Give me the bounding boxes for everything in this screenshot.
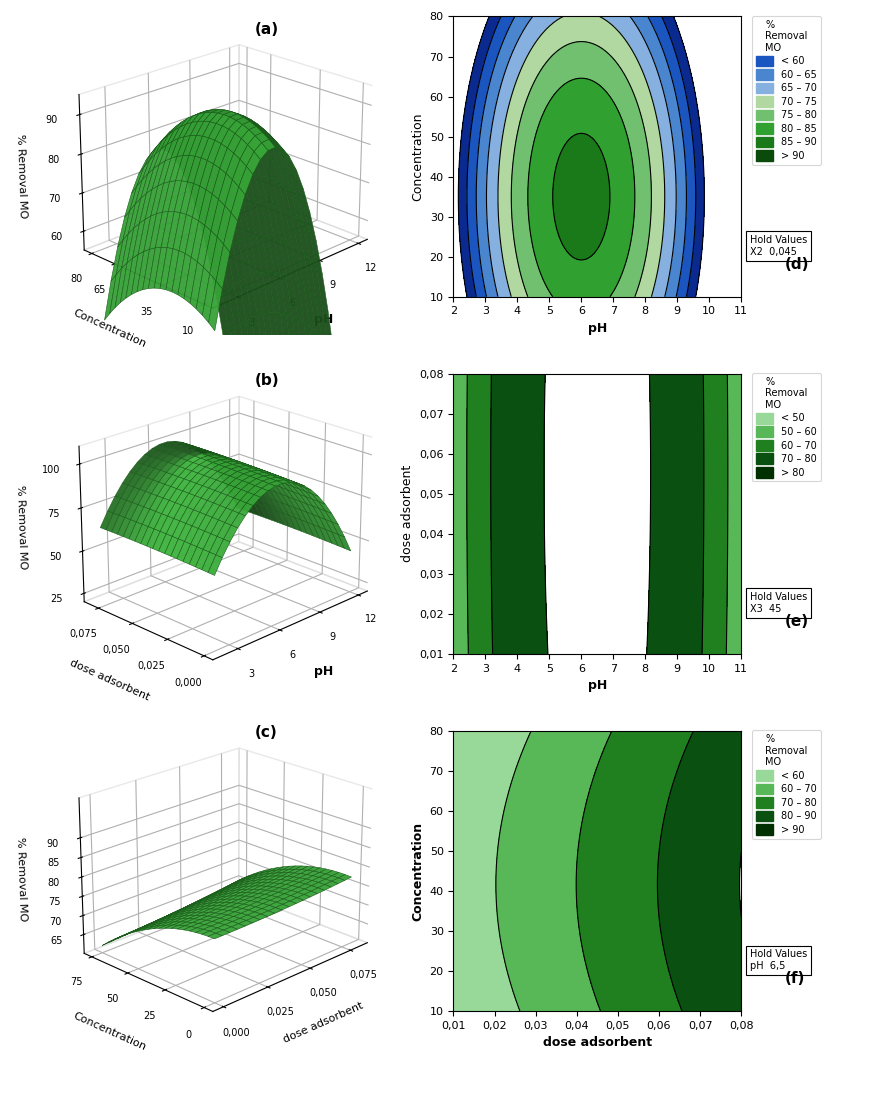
Legend: < 60, 60 – 70, 70 – 80, 80 – 90, > 90: < 60, 60 – 70, 70 – 80, 80 – 90, > 90 xyxy=(752,730,821,839)
X-axis label: pH: pH xyxy=(588,679,607,692)
X-axis label: pH: pH xyxy=(588,322,607,335)
Text: (f): (f) xyxy=(785,972,805,986)
Text: (a): (a) xyxy=(255,22,279,36)
Y-axis label: dose adsorbent: dose adsorbent xyxy=(68,657,151,702)
Y-axis label: Concentration: Concentration xyxy=(411,112,424,201)
Text: Hold Values
X2  0,045: Hold Values X2 0,045 xyxy=(750,235,807,257)
Text: (d): (d) xyxy=(785,257,809,271)
Text: Hold Values
pH  6,5: Hold Values pH 6,5 xyxy=(750,950,807,972)
X-axis label: pH: pH xyxy=(314,665,333,678)
Legend: < 50, 50 – 60, 60 – 70, 70 – 80, > 80: < 50, 50 – 60, 60 – 70, 70 – 80, > 80 xyxy=(752,373,821,481)
Y-axis label: Concentration: Concentration xyxy=(72,308,147,349)
Text: Hold Values
X3  45: Hold Values X3 45 xyxy=(750,592,807,614)
Y-axis label: Concentration: Concentration xyxy=(411,821,424,921)
Text: (c): (c) xyxy=(255,725,277,740)
Y-axis label: Concentration: Concentration xyxy=(72,1011,147,1053)
Y-axis label: dose adsorbent: dose adsorbent xyxy=(400,465,413,563)
Text: (e): (e) xyxy=(785,614,808,629)
X-axis label: pH: pH xyxy=(314,313,333,326)
X-axis label: dose adsorbent: dose adsorbent xyxy=(542,1036,652,1050)
Legend: < 60, 60 – 65, 65 – 70, 70 – 75, 75 – 80, 80 – 85, 85 – 90, > 90: < 60, 60 – 65, 65 – 70, 70 – 75, 75 – 80… xyxy=(752,15,821,165)
Text: (b): (b) xyxy=(255,374,279,388)
X-axis label: dose adsorbent: dose adsorbent xyxy=(283,1000,365,1045)
